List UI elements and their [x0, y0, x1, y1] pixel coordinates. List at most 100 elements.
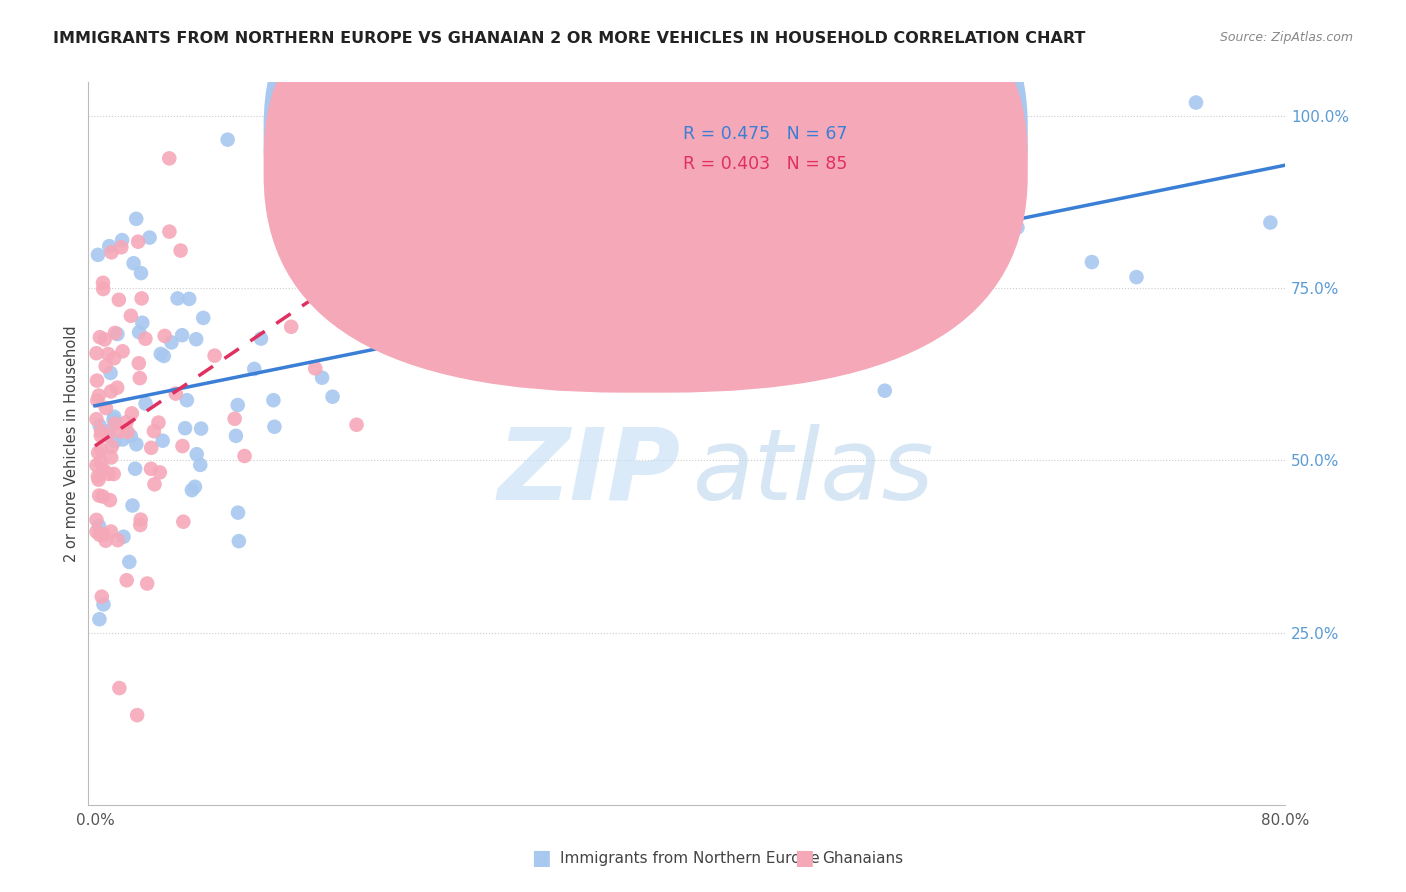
Point [204, 349, 226, 363]
Point [136, 576, 159, 591]
Point [104, 417, 127, 431]
Text: Immigrants from Northern Europe: Immigrants from Northern Europe [560, 851, 820, 865]
Point [111, 344, 134, 359]
Point [87, 446, 110, 460]
Text: IMMIGRANTS FROM NORTHERN EUROPE VS GHANAIAN 2 OR MORE VEHICLES IN HOUSEHOLD CORR: IMMIGRANTS FROM NORTHERN EUROPE VS GHANA… [53, 31, 1085, 46]
Point [86, 412, 108, 426]
Y-axis label: 2 or more Vehicles in Household: 2 or more Vehicles in Household [65, 325, 79, 562]
Point [411, 167, 433, 181]
Point [87, 248, 110, 262]
Point [224, 411, 246, 425]
Text: ■: ■ [794, 848, 814, 868]
Point [157, 225, 180, 239]
Point [250, 332, 273, 346]
Text: R = 0.403   N = 85: R = 0.403 N = 85 [683, 155, 848, 173]
Point [100, 245, 122, 260]
Text: atlas: atlas [692, 424, 934, 521]
Point [86, 346, 108, 360]
Point [1260, 216, 1282, 230]
Point [165, 386, 187, 401]
FancyBboxPatch shape [609, 118, 927, 186]
Point [87, 388, 110, 402]
Point [112, 530, 135, 544]
Point [129, 266, 152, 280]
Point [598, 188, 620, 202]
Point [90, 455, 112, 469]
Point [115, 574, 138, 588]
Point [280, 319, 302, 334]
Point [94, 401, 117, 415]
Point [174, 421, 197, 435]
Point [699, 263, 721, 277]
Point [94, 533, 117, 548]
Point [93, 333, 115, 347]
Point [89, 612, 111, 626]
Point [128, 371, 150, 385]
Point [93, 463, 115, 477]
Text: Source: ZipAtlas.com: Source: ZipAtlas.com [1219, 31, 1353, 45]
Point [93, 527, 115, 541]
Point [100, 450, 122, 465]
Point [263, 419, 285, 434]
Point [226, 506, 249, 520]
Point [90, 424, 112, 438]
Point [86, 374, 108, 388]
Point [115, 415, 138, 429]
Point [157, 152, 180, 166]
Point [143, 477, 166, 491]
Point [96, 428, 118, 442]
Point [190, 421, 212, 435]
Point [304, 361, 326, 376]
Point [193, 310, 215, 325]
Point [172, 515, 194, 529]
Point [336, 252, 359, 267]
Point [103, 351, 125, 366]
Point [707, 220, 730, 235]
Point [346, 417, 368, 432]
Point [322, 390, 344, 404]
Point [1007, 220, 1029, 235]
Point [243, 362, 266, 376]
Point [668, 134, 690, 148]
Point [716, 247, 738, 261]
Point [90, 442, 112, 456]
Point [127, 708, 149, 723]
Point [131, 316, 153, 330]
Point [149, 466, 172, 480]
Point [530, 109, 553, 123]
Point [98, 239, 121, 253]
Point [107, 326, 129, 341]
Point [184, 480, 207, 494]
Text: ZIP: ZIP [498, 424, 681, 521]
Point [152, 349, 174, 363]
Point [188, 458, 211, 472]
Point [117, 425, 139, 439]
Point [311, 370, 333, 384]
Point [186, 447, 208, 461]
Point [121, 499, 143, 513]
Point [233, 449, 256, 463]
Point [105, 381, 128, 395]
Point [596, 286, 619, 301]
Point [121, 406, 143, 420]
Point [226, 398, 249, 412]
Text: Ghanaians: Ghanaians [823, 851, 904, 865]
Point [86, 393, 108, 408]
Point [100, 366, 122, 380]
Point [89, 330, 111, 344]
Text: R = 0.475   N = 67: R = 0.475 N = 67 [683, 125, 848, 143]
Point [87, 519, 110, 533]
Point [97, 467, 120, 481]
Point [149, 347, 172, 361]
Point [134, 332, 156, 346]
Point [127, 235, 149, 249]
Point [217, 133, 239, 147]
Point [89, 528, 111, 542]
Point [100, 440, 122, 454]
Point [118, 555, 141, 569]
Point [103, 409, 125, 424]
Point [122, 256, 145, 270]
Point [1081, 255, 1104, 269]
Point [128, 325, 150, 339]
Point [111, 433, 134, 447]
